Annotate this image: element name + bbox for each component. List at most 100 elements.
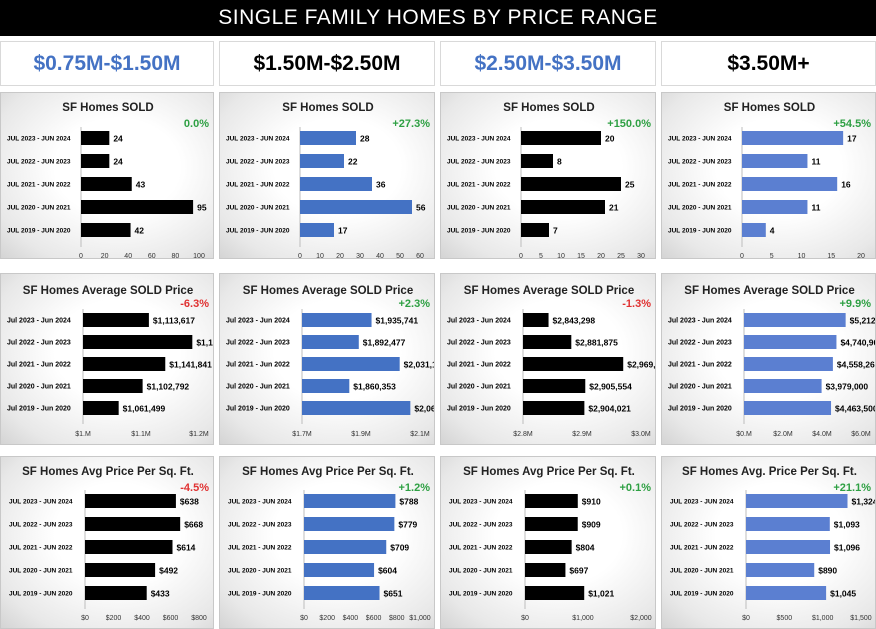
bar — [746, 540, 831, 554]
value-label: $2,067,294 — [414, 404, 435, 414]
change-percent: +150.0% — [607, 118, 651, 130]
bar — [742, 177, 838, 191]
value-label: $910 — [582, 497, 601, 507]
tick-label: $400 — [343, 615, 359, 622]
bar — [742, 154, 808, 168]
value-label: $651 — [384, 589, 403, 599]
bar — [523, 313, 549, 327]
bar — [85, 563, 156, 577]
value-label: $492 — [159, 566, 178, 576]
value-label: $1,324 — [852, 497, 876, 507]
chart-panel-r1-c3: SF Homes SOLD +150.0% JUL 2023 - JUN 2024 2… — [440, 92, 656, 259]
tick-label: $3.0M — [631, 431, 651, 438]
category-label: JUL 2019 - JUN 2020 — [449, 591, 513, 598]
category-label: JUL 2019 - JUN 2020 — [668, 228, 732, 235]
bar — [304, 586, 380, 600]
value-label: 16 — [841, 180, 851, 190]
bar — [300, 200, 412, 214]
bar — [521, 177, 621, 191]
chart-panel-r2-c3: SF Homes Average SOLD Price -1.3% Jul 2023… — [440, 273, 656, 445]
bar-chart: SF Homes Avg. Price Per Sq. Ft. +21.1% JUL… — [670, 466, 876, 622]
value-label: 95 — [197, 203, 207, 213]
bar — [304, 517, 395, 531]
bar-chart: SF Homes Average SOLD Price-6.3% Jul 2023… — [7, 285, 214, 438]
tick-label: $800 — [389, 615, 405, 622]
tick-label: $1.9M — [351, 431, 371, 438]
chart-panel-r3-c3: SF Homes Avg Price Per Sq. Ft. +0.1% JUL 2… — [440, 456, 656, 629]
category-label: JUL 2020 - JUN 2021 — [668, 205, 732, 212]
column-header-1: $0.75M-$1.50M — [0, 41, 214, 86]
bar-chart: SF Homes SOLD +54.5% JUL 2023 - JUN 2024 17… — [668, 102, 871, 259]
change-percent: +2.3% — [399, 298, 431, 310]
bar — [523, 357, 624, 371]
value-label: 24 — [113, 134, 123, 144]
tick-label: 30 — [637, 253, 645, 259]
change-percent: -6.3% — [180, 298, 209, 310]
category-label: Jul 2019 - Jun 2020 — [226, 406, 290, 413]
category-label: Jul 2019 - Jun 2020 — [668, 406, 732, 413]
tick-label: 15 — [827, 253, 835, 259]
category-label: Jul 2021 - Jun 2022 — [447, 362, 511, 369]
tick-label: 100 — [193, 253, 205, 259]
column-header-3: $2.50M-$3.50M — [440, 41, 656, 86]
bar — [302, 335, 359, 349]
category-label: Jul 2021 - Jun 2022 — [668, 362, 732, 369]
tick-label: 50 — [396, 253, 404, 259]
change-percent: +54.5% — [833, 118, 871, 130]
bar-chart: SF Homes Average SOLD Price+2.3% Jul 2023… — [226, 285, 435, 438]
bar — [300, 177, 372, 191]
bar — [744, 379, 822, 393]
change-percent: +21.1% — [833, 482, 871, 494]
bar — [742, 223, 766, 237]
value-label: 28 — [360, 134, 370, 144]
category-label: JUL 2023 - JUN 2024 — [7, 136, 71, 143]
bar — [744, 313, 846, 327]
value-label: 4 — [770, 226, 775, 236]
bar — [523, 379, 586, 393]
value-label: 25 — [625, 180, 635, 190]
tick-label: 20 — [336, 253, 344, 259]
chart-panel-r3-c4: SF Homes Avg. Price Per Sq. Ft. +21.1% JUL… — [661, 456, 876, 629]
category-label: Jul 2021 - Jun 2022 — [226, 362, 290, 369]
chart-title: SF Homes Avg Price Per Sq. Ft. — [22, 466, 194, 478]
value-label: $2,031,139 — [404, 360, 435, 370]
bar — [742, 200, 808, 214]
tick-label: 60 — [416, 253, 424, 259]
category-label: JUL 2023 - JUN 2024 — [449, 499, 513, 506]
value-label: 43 — [136, 180, 146, 190]
value-label: $2,904,021 — [588, 404, 631, 414]
category-label: JUL 2020 - JUN 2021 — [228, 568, 292, 575]
bar-chart: SF Homes SOLD +150.0% JUL 2023 - JUN 2024 2… — [447, 102, 651, 259]
category-label: JUL 2022 - JUN 2023 — [668, 159, 732, 166]
chart-panel-r3-c2: SF Homes Avg Price Per Sq. Ft. +1.2% JUL 2… — [219, 456, 435, 629]
value-label: $604 — [378, 566, 397, 576]
value-label: 17 — [338, 226, 348, 236]
chart-panel-r3-c1: SF Homes Avg Price Per Sq. Ft. -4.5% JUL 2… — [0, 456, 214, 629]
value-label: $668 — [184, 520, 203, 530]
category-label: Jul 2020 - Jun 2021 — [668, 384, 732, 391]
value-label: $1,093 — [834, 520, 860, 530]
value-label: $1,061,499 — [123, 404, 166, 414]
tick-label: 40 — [124, 253, 132, 259]
tick-label: 20 — [101, 253, 109, 259]
category-label: JUL 2021 - JUN 2022 — [226, 182, 290, 189]
value-label: $890 — [818, 566, 837, 576]
tick-label: 40 — [376, 253, 384, 259]
tick-label: $2.0M — [773, 431, 793, 438]
value-label: $1,188,492 — [196, 338, 214, 348]
tick-label: $4.0M — [812, 431, 832, 438]
tick-label: $0 — [521, 615, 529, 622]
tick-label: $0 — [300, 615, 308, 622]
tick-label: $1.M — [75, 431, 91, 438]
tick-label: 5 — [539, 253, 543, 259]
bar — [525, 517, 578, 531]
category-label: JUL 2020 - JUN 2021 — [226, 205, 290, 212]
category-label: JUL 2019 - JUN 2020 — [447, 228, 511, 235]
category-label: JUL 2022 - JUN 2023 — [7, 159, 71, 166]
bar — [744, 335, 837, 349]
category-label: JUL 2023 - JUN 2024 — [226, 136, 290, 143]
change-percent: +1.2% — [399, 482, 431, 494]
category-label: Jul 2023 - Jun 2024 — [668, 318, 732, 325]
value-label: $4,558,263 — [837, 360, 876, 370]
bar — [81, 177, 132, 191]
